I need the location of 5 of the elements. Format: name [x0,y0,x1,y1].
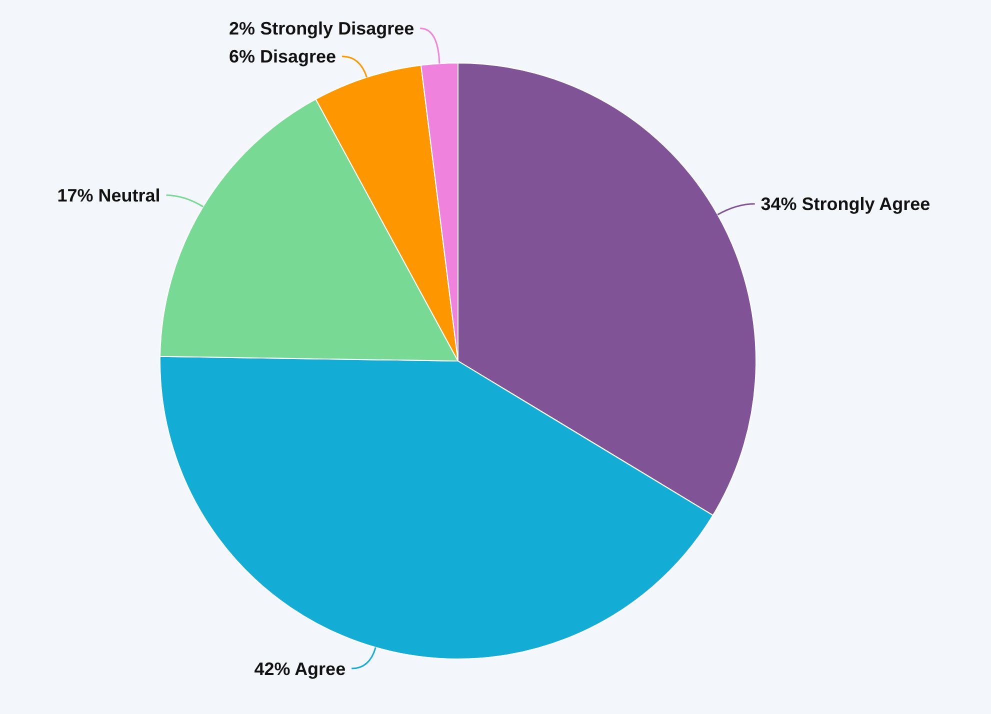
slice-label: 42% Agree [254,658,346,679]
slice-label: 17% Neutral [57,186,160,206]
slice-label: 34% Strongly Agree [760,194,930,214]
slice-label: 6% Disagree [229,46,336,67]
slice-label: 2% Strongly Disagree [229,18,414,39]
